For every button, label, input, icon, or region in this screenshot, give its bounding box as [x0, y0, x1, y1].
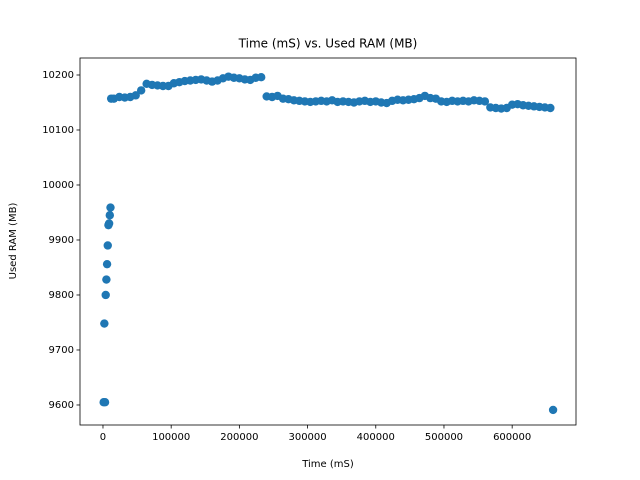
point	[102, 275, 111, 284]
y-tick-label: 10100	[42, 125, 74, 136]
point	[104, 219, 114, 228]
point	[480, 97, 490, 106]
point	[131, 91, 140, 100]
point	[100, 319, 109, 328]
x-tick-label: 500000	[425, 432, 463, 443]
point	[105, 211, 115, 220]
y-tick-label: 10200	[42, 70, 74, 81]
x-tick-label: 200000	[220, 432, 258, 443]
y-axis-label: Used RAM (MB)	[8, 203, 19, 280]
y-tick-label: 9700	[49, 345, 74, 356]
y-tick-label: 9600	[49, 400, 74, 411]
x-tick-label: 600000	[493, 432, 531, 443]
chart-title: Time (mS) vs. Used RAM (MB)	[238, 37, 418, 51]
point	[100, 398, 110, 407]
plot-frame	[79, 57, 577, 426]
point	[102, 259, 112, 269]
x-tick-label: 100000	[152, 432, 190, 443]
y-tick-label: 9900	[49, 235, 74, 246]
x-tick-label: 0	[100, 432, 106, 443]
point	[257, 72, 266, 82]
point	[101, 290, 110, 300]
y-tick-label: 10000	[42, 180, 74, 191]
point	[106, 203, 115, 212]
x-tick-label: 300000	[288, 432, 326, 443]
y-tick-label: 9800	[49, 290, 74, 301]
x-axis-label: Time (mS)	[301, 459, 354, 470]
point	[103, 241, 112, 250]
point	[546, 103, 555, 113]
point	[548, 405, 558, 415]
point	[136, 86, 146, 95]
x-tick-label: 400000	[357, 432, 395, 443]
